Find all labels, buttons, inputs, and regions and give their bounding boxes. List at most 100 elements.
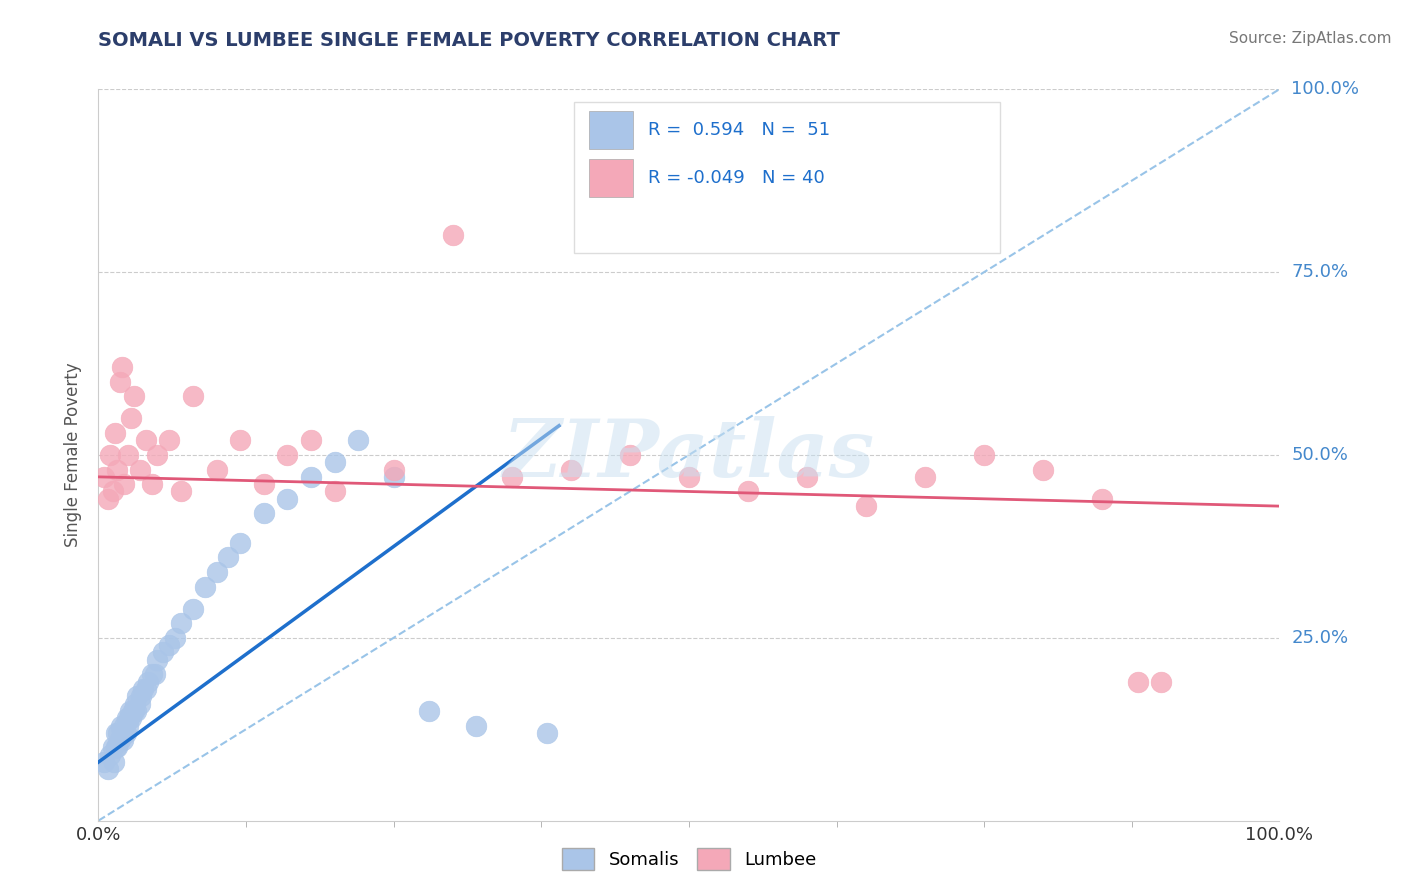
Point	[110, 718, 132, 732]
Point	[165, 631, 187, 645]
Point	[323, 484, 346, 499]
Point	[111, 360, 134, 375]
Point	[112, 733, 135, 747]
Point	[465, 718, 488, 732]
Point	[382, 470, 405, 484]
Point	[914, 470, 936, 484]
Point	[141, 477, 163, 491]
Point	[135, 434, 157, 448]
Point	[205, 462, 228, 476]
Point	[121, 411, 143, 425]
Point	[132, 681, 155, 696]
Point	[120, 704, 142, 718]
Point	[1091, 491, 1114, 506]
Point	[181, 601, 204, 615]
Point	[418, 704, 440, 718]
Y-axis label: Single Female Poverty: Single Female Poverty	[65, 363, 83, 547]
Point	[217, 550, 239, 565]
Point	[115, 711, 138, 725]
Point	[121, 704, 143, 718]
Point	[97, 491, 120, 506]
Point	[108, 375, 131, 389]
Point	[105, 740, 128, 755]
Point	[146, 653, 169, 667]
Point	[107, 726, 129, 740]
Point	[127, 690, 149, 704]
Point	[536, 726, 558, 740]
Point	[737, 484, 759, 499]
Point	[128, 462, 150, 476]
Point	[1126, 674, 1149, 689]
Point	[276, 491, 298, 506]
Point	[194, 580, 217, 594]
Point	[118, 711, 141, 725]
Point	[796, 470, 818, 484]
Point	[299, 470, 322, 484]
Point	[112, 718, 135, 732]
Point	[382, 462, 405, 476]
Point	[678, 470, 700, 484]
Point	[124, 697, 146, 711]
Point	[299, 434, 322, 448]
Point	[128, 697, 150, 711]
Text: R =  0.594   N =  51: R = 0.594 N = 51	[648, 121, 830, 139]
Point	[619, 448, 641, 462]
Point	[501, 470, 523, 484]
Point	[93, 470, 115, 484]
Point	[143, 667, 166, 681]
Point	[141, 667, 163, 681]
Point	[117, 718, 139, 732]
Point	[105, 462, 128, 476]
Text: 75.0%: 75.0%	[1291, 263, 1348, 281]
Point	[105, 740, 128, 755]
Point	[229, 434, 252, 448]
Point	[125, 704, 148, 718]
Point	[170, 484, 193, 499]
Point	[98, 747, 121, 762]
Point	[1150, 674, 1173, 689]
Point	[97, 763, 120, 777]
Point	[181, 389, 204, 403]
Point	[129, 690, 152, 704]
Point	[253, 477, 276, 491]
Point	[205, 565, 228, 579]
Point	[253, 507, 276, 521]
Point	[855, 499, 877, 513]
Point	[104, 425, 127, 440]
Point	[98, 448, 121, 462]
Text: Source: ZipAtlas.com: Source: ZipAtlas.com	[1229, 31, 1392, 46]
Point	[117, 448, 139, 462]
Point	[122, 704, 145, 718]
Text: 25.0%: 25.0%	[1291, 629, 1348, 647]
Point	[103, 755, 125, 769]
Point	[146, 448, 169, 462]
Point	[101, 740, 124, 755]
Point	[347, 434, 370, 448]
FancyBboxPatch shape	[589, 112, 634, 149]
Point	[323, 455, 346, 469]
Point	[121, 711, 143, 725]
Point	[112, 477, 135, 491]
Point	[135, 681, 157, 696]
Legend: Somalis, Lumbee: Somalis, Lumbee	[554, 841, 824, 878]
FancyBboxPatch shape	[589, 159, 634, 197]
Point	[560, 462, 582, 476]
Point	[114, 726, 136, 740]
Point	[93, 755, 115, 769]
Point	[136, 674, 159, 689]
Point	[973, 448, 995, 462]
Text: 50.0%: 50.0%	[1291, 446, 1348, 464]
Point	[157, 434, 180, 448]
Point	[276, 448, 298, 462]
FancyBboxPatch shape	[575, 102, 1000, 253]
Point	[105, 726, 128, 740]
Point	[441, 228, 464, 243]
Text: SOMALI VS LUMBEE SINGLE FEMALE POVERTY CORRELATION CHART: SOMALI VS LUMBEE SINGLE FEMALE POVERTY C…	[98, 31, 841, 50]
Point	[229, 535, 252, 549]
Point	[101, 484, 124, 499]
Point	[152, 645, 174, 659]
Point	[111, 726, 134, 740]
Text: 100.0%: 100.0%	[1291, 80, 1360, 98]
Point	[157, 638, 180, 652]
Point	[170, 616, 193, 631]
